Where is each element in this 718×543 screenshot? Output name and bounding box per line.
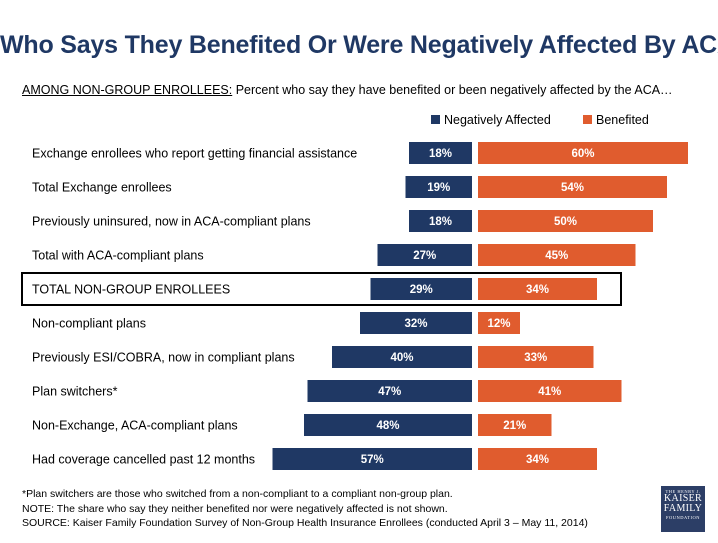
footnote-plan-switchers: *Plan switchers are those who switched f… bbox=[22, 488, 453, 500]
value-label-negatively-affected: 57% bbox=[361, 454, 384, 466]
value-label-benefited: 54% bbox=[561, 182, 584, 194]
highlight-box bbox=[21, 272, 622, 306]
value-label-benefited: 34% bbox=[526, 454, 549, 466]
value-label-benefited: 12% bbox=[487, 318, 510, 330]
bar-benefited bbox=[478, 278, 597, 300]
value-label-negatively-affected: 29% bbox=[410, 284, 433, 296]
subtitle-lead: AMONG NON-GROUP ENROLLEES: bbox=[22, 83, 233, 97]
bar-negatively-affected bbox=[304, 414, 472, 436]
category-label: Previously ESI/COBRA, now in compliant p… bbox=[32, 351, 295, 365]
category-label: Non-Exchange, ACA-compliant plans bbox=[32, 419, 238, 433]
logo-line1: KAISER bbox=[664, 493, 702, 504]
footnote-note: NOTE: The share who say they neither ben… bbox=[22, 502, 448, 515]
value-label-benefited: 60% bbox=[571, 148, 594, 160]
legend-swatch-benefited bbox=[583, 115, 592, 124]
logo-top: THE HENRY J. bbox=[665, 489, 701, 494]
bar-benefited bbox=[478, 176, 667, 198]
legend-label-benefited: Benefited bbox=[596, 113, 649, 127]
value-label-negatively-affected: 19% bbox=[427, 182, 450, 194]
value-label-negatively-affected: 32% bbox=[404, 318, 427, 330]
value-label-benefited: 50% bbox=[554, 216, 577, 228]
logo-line2: FAMILY bbox=[663, 503, 703, 514]
value-label-benefited: 33% bbox=[524, 352, 547, 364]
bar-benefited bbox=[478, 380, 622, 402]
footnote-source: SOURCE: Kaiser Family Foundation Survey … bbox=[22, 517, 588, 529]
value-label-benefited: 21% bbox=[503, 420, 526, 432]
category-label: Previously uninsured, now in ACA-complia… bbox=[32, 215, 311, 229]
value-label-negatively-affected: 48% bbox=[376, 420, 399, 432]
legend-label-negative: Negatively Affected bbox=[444, 113, 551, 127]
category-label: TOTAL NON-GROUP ENROLLEES bbox=[32, 283, 230, 297]
bar-negatively-affected bbox=[409, 210, 472, 232]
category-label: Total with ACA-compliant plans bbox=[32, 249, 204, 263]
bar-benefited bbox=[478, 244, 636, 266]
diverging-bar-chart: Negatively Affected Benefited Exchange enr… bbox=[21, 113, 688, 470]
logo-bottom: FOUNDATION bbox=[666, 515, 700, 520]
chart-subtitle: AMONG NON-GROUP ENROLLEES: Percent who s… bbox=[22, 83, 673, 97]
subtitle-rest: Percent who say they have benefited or b… bbox=[232, 83, 673, 97]
bar-negatively-affected bbox=[409, 142, 472, 164]
category-label: Non-compliant plans bbox=[32, 317, 146, 331]
bar-negatively-affected bbox=[370, 278, 472, 300]
value-label-benefited: 41% bbox=[538, 386, 561, 398]
footnotes: *Plan switchers are those who switched f… bbox=[22, 487, 588, 531]
category-label: Exchange enrollees who report getting fi… bbox=[32, 147, 357, 161]
bar-negatively-affected bbox=[405, 176, 472, 198]
bar-benefited bbox=[478, 346, 594, 368]
bar-benefited bbox=[478, 448, 597, 470]
bar-negatively-affected bbox=[360, 312, 472, 334]
category-label: Plan switchers* bbox=[32, 385, 118, 399]
bar-benefited bbox=[478, 414, 552, 436]
bar-benefited bbox=[478, 142, 688, 164]
value-label-benefited: 45% bbox=[545, 250, 568, 262]
bar-negatively-affected bbox=[272, 448, 472, 470]
bar-negatively-affected bbox=[332, 346, 472, 368]
kff-logo: THE HENRY J. KAISER FAMILY FOUNDATION bbox=[661, 486, 705, 532]
value-label-negatively-affected: 18% bbox=[429, 216, 452, 228]
category-label: Total Exchange enrollees bbox=[32, 181, 172, 195]
legend-swatch-negative bbox=[431, 115, 440, 124]
bar-benefited bbox=[478, 312, 520, 334]
bar-benefited bbox=[478, 210, 653, 232]
value-label-negatively-affected: 27% bbox=[413, 250, 436, 262]
value-label-negatively-affected: 40% bbox=[390, 352, 413, 364]
value-label-benefited: 34% bbox=[526, 284, 549, 296]
bar-negatively-affected bbox=[377, 244, 472, 266]
value-label-negatively-affected: 18% bbox=[429, 148, 452, 160]
category-label: Had coverage cancelled past 12 months bbox=[32, 453, 255, 467]
value-label-negatively-affected: 47% bbox=[378, 386, 401, 398]
chart-title: Who Says They Benefited Or Were Negative… bbox=[0, 31, 718, 59]
bar-negatively-affected bbox=[307, 380, 472, 402]
